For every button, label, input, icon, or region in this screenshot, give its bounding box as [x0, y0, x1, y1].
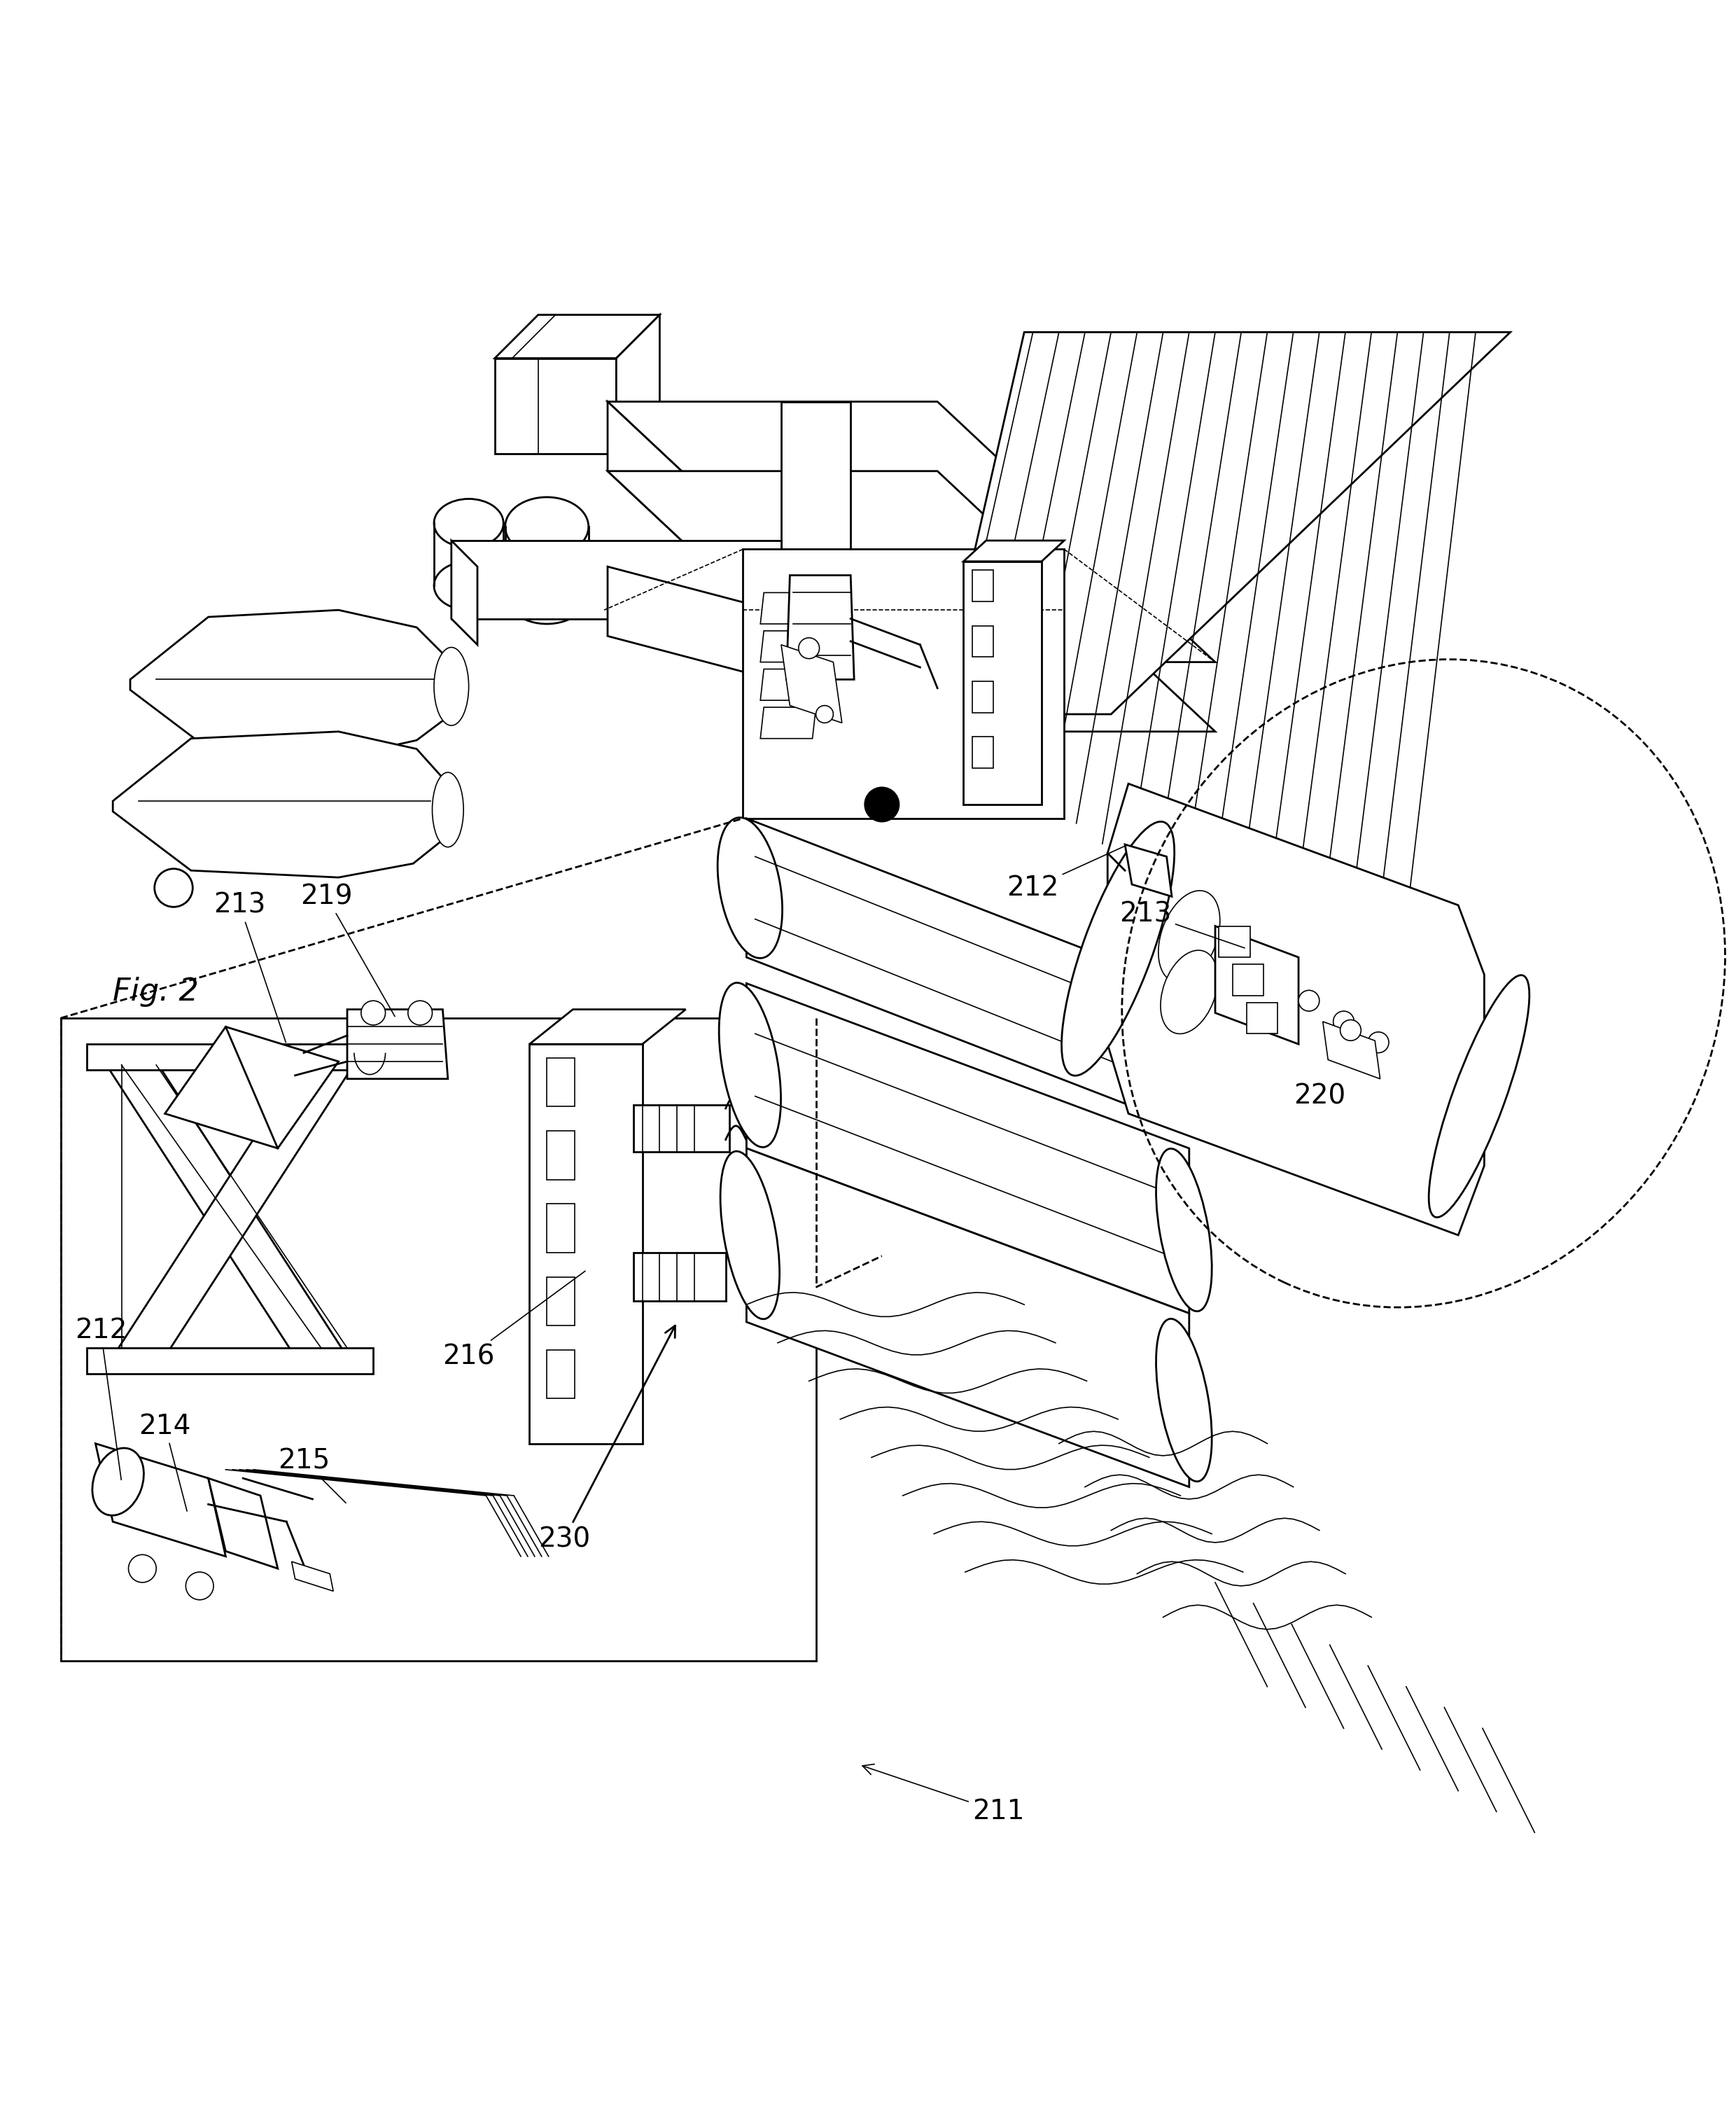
Ellipse shape [1161, 951, 1217, 1034]
Polygon shape [616, 314, 660, 454]
Polygon shape [746, 1149, 1189, 1486]
Ellipse shape [432, 773, 464, 847]
Ellipse shape [1368, 1032, 1389, 1053]
Ellipse shape [719, 983, 781, 1146]
Ellipse shape [186, 1571, 214, 1601]
Ellipse shape [155, 868, 193, 907]
Bar [1219, 926, 1250, 957]
Polygon shape [1323, 1021, 1380, 1078]
Text: 211: 211 [863, 1764, 1024, 1826]
Bar [547, 1276, 575, 1325]
Polygon shape [130, 609, 451, 758]
Ellipse shape [361, 1000, 385, 1025]
Polygon shape [760, 707, 816, 739]
Polygon shape [104, 1062, 347, 1357]
Text: 213: 213 [1120, 900, 1245, 949]
Bar [972, 681, 993, 713]
Ellipse shape [799, 637, 819, 658]
Polygon shape [87, 1348, 373, 1374]
Polygon shape [773, 609, 851, 783]
Polygon shape [451, 541, 477, 645]
Ellipse shape [1429, 974, 1529, 1216]
Polygon shape [529, 1045, 642, 1444]
Polygon shape [347, 1008, 448, 1078]
Bar [1233, 964, 1264, 996]
Ellipse shape [505, 565, 589, 624]
Ellipse shape [1333, 1011, 1354, 1032]
Polygon shape [963, 541, 1064, 560]
Ellipse shape [434, 560, 503, 609]
Polygon shape [746, 983, 1189, 1314]
Bar [743, 550, 1064, 817]
Polygon shape [786, 575, 854, 679]
Polygon shape [760, 592, 816, 624]
Text: 214: 214 [139, 1414, 191, 1512]
Ellipse shape [720, 1151, 779, 1318]
Text: 219: 219 [300, 883, 394, 1017]
Polygon shape [451, 541, 781, 618]
Polygon shape [634, 1104, 729, 1153]
Bar [547, 1132, 575, 1180]
Polygon shape [1125, 845, 1172, 896]
Bar [547, 1350, 575, 1399]
Polygon shape [608, 471, 1215, 732]
Polygon shape [87, 1045, 373, 1070]
Polygon shape [165, 1028, 339, 1149]
Polygon shape [1215, 926, 1299, 1045]
Polygon shape [937, 331, 1510, 713]
Polygon shape [608, 401, 885, 732]
Polygon shape [781, 645, 842, 724]
Polygon shape [781, 401, 851, 713]
Bar [972, 571, 993, 601]
Polygon shape [963, 560, 1042, 805]
Ellipse shape [1062, 822, 1174, 1076]
Ellipse shape [1156, 1318, 1212, 1482]
Bar [547, 1204, 575, 1253]
Polygon shape [1108, 783, 1484, 1236]
Ellipse shape [1156, 1149, 1212, 1312]
Polygon shape [495, 314, 660, 359]
Polygon shape [208, 1478, 278, 1569]
Text: 215: 215 [278, 1448, 345, 1503]
Text: 212: 212 [75, 1318, 127, 1480]
Polygon shape [529, 1008, 686, 1045]
Ellipse shape [505, 497, 589, 556]
Bar [547, 1057, 575, 1106]
Bar [972, 626, 993, 656]
Polygon shape [113, 732, 448, 877]
Text: 213: 213 [214, 892, 286, 1042]
Polygon shape [292, 1563, 333, 1590]
Ellipse shape [1340, 1019, 1361, 1040]
Polygon shape [760, 669, 816, 701]
Ellipse shape [816, 705, 833, 724]
Polygon shape [95, 1444, 226, 1556]
Text: Fig. 2: Fig. 2 [113, 977, 200, 1006]
Bar [972, 737, 993, 769]
Text: 230: 230 [538, 1325, 675, 1552]
Ellipse shape [408, 1000, 432, 1025]
Polygon shape [608, 567, 773, 679]
Polygon shape [608, 401, 1215, 662]
Ellipse shape [1158, 892, 1220, 983]
Ellipse shape [92, 1448, 144, 1516]
Ellipse shape [434, 648, 469, 726]
Bar [61, 1019, 816, 1660]
Ellipse shape [717, 817, 783, 957]
Bar [1246, 1002, 1278, 1034]
Text: 220: 220 [1293, 1083, 1345, 1110]
Circle shape [865, 788, 899, 822]
Polygon shape [113, 1062, 356, 1357]
Polygon shape [495, 359, 616, 454]
Polygon shape [760, 631, 816, 662]
Ellipse shape [1299, 989, 1319, 1011]
Ellipse shape [434, 499, 503, 548]
Ellipse shape [128, 1554, 156, 1582]
Polygon shape [634, 1253, 726, 1301]
Polygon shape [746, 817, 1128, 1104]
Text: 216: 216 [443, 1272, 585, 1369]
Text: 212: 212 [1007, 845, 1127, 900]
